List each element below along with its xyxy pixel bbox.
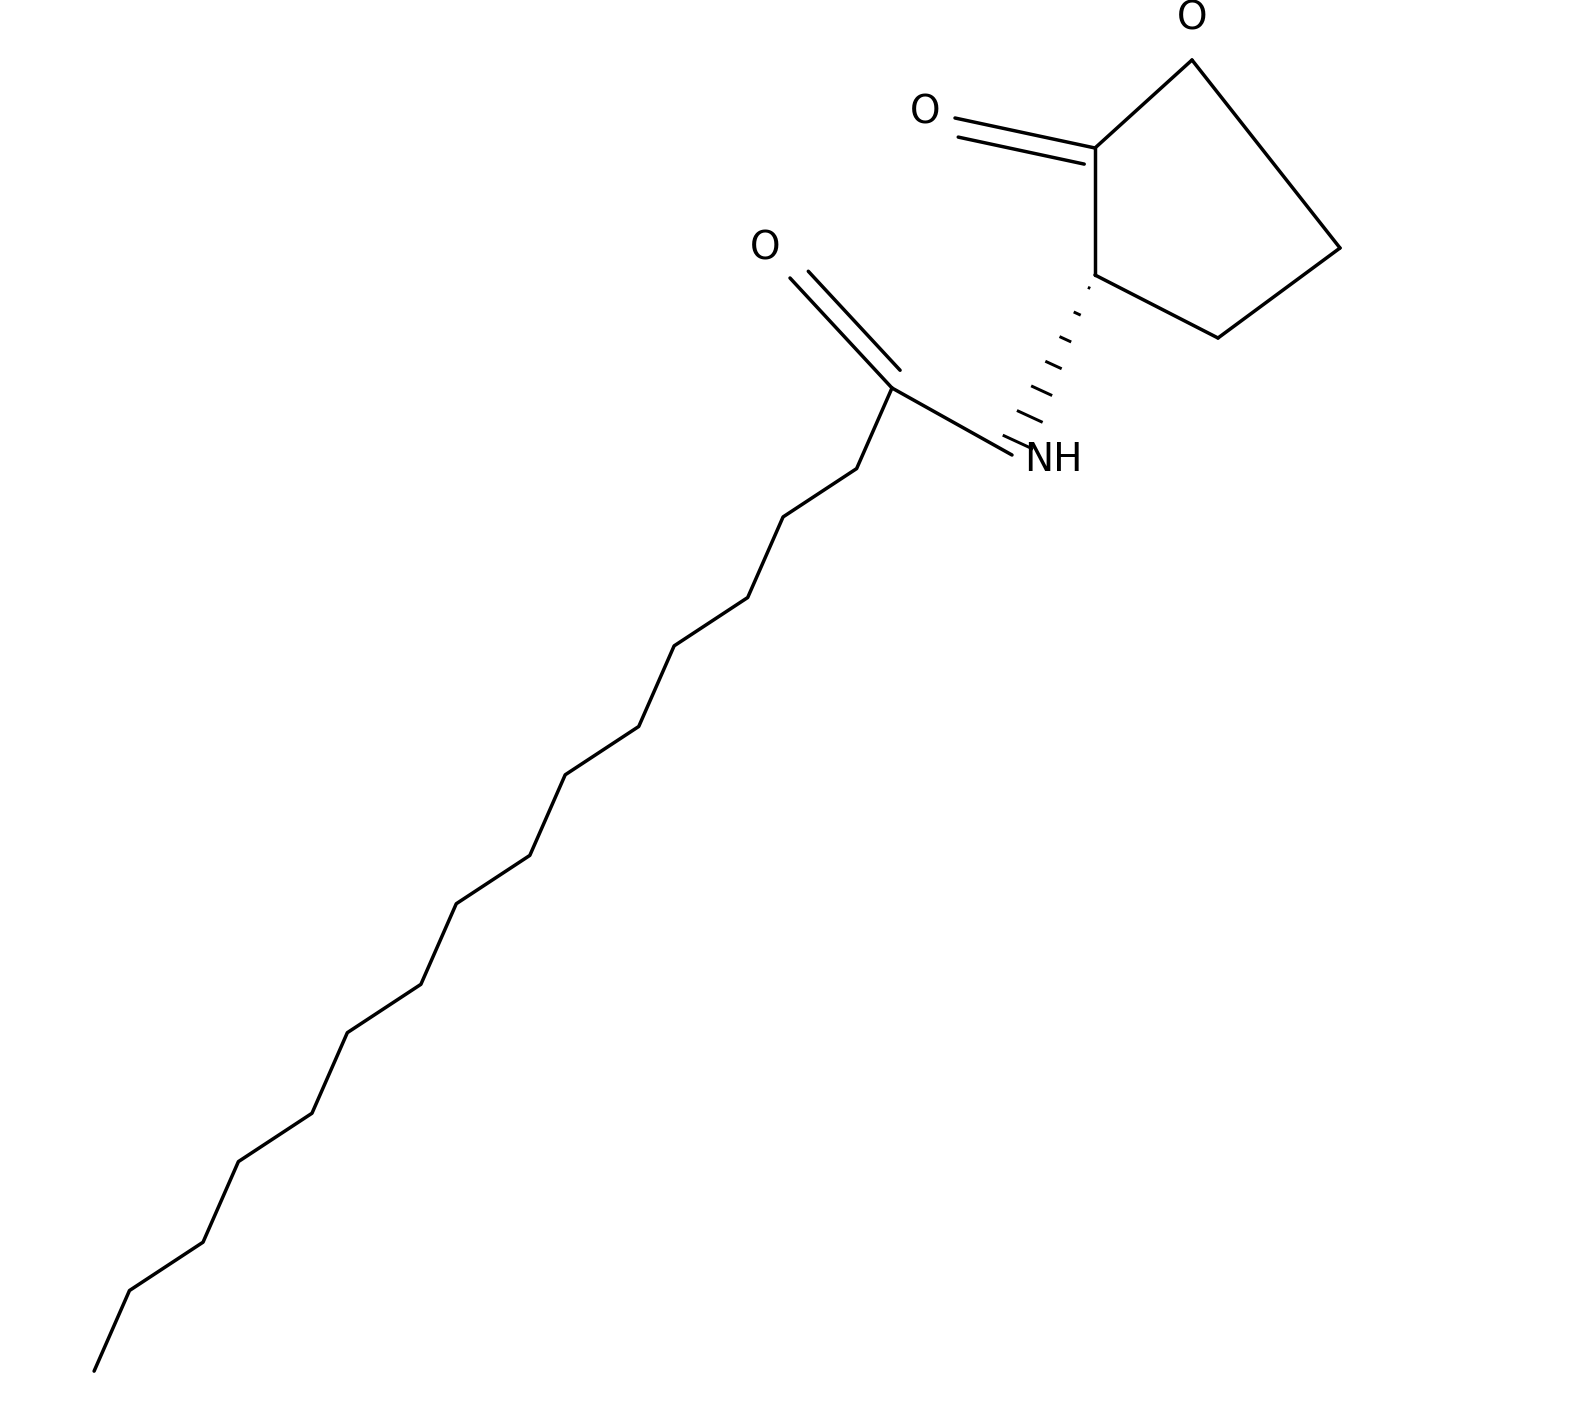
Text: O: O [750, 230, 780, 268]
Text: O: O [1177, 0, 1207, 38]
Text: NH: NH [1024, 441, 1083, 479]
Text: O: O [909, 94, 940, 132]
